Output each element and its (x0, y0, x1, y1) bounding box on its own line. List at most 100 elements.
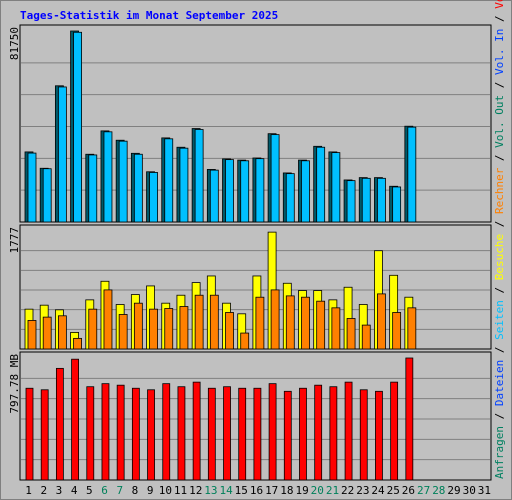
bar-dateien-day-21 (331, 152, 341, 223)
legend-entry: Dateien (493, 360, 506, 406)
chart-panels: 81750 1777 797.78 MB (8, 24, 492, 481)
bar-volumen-day-14 (223, 386, 231, 481)
panel-top: 81750 (8, 24, 492, 223)
x-tick-label: 11 (174, 484, 187, 497)
legend-entry: / (493, 9, 506, 29)
bar-dateien-day-2 (42, 168, 52, 223)
bar-besuche-day-13 (209, 294, 219, 350)
x-tick-label: 28 (432, 484, 445, 497)
x-tick-label: 26 (402, 484, 415, 497)
legend-entry: / (493, 280, 506, 300)
x-tick-label: 4 (71, 484, 78, 497)
bar-dateien-day-17 (270, 134, 280, 223)
chart-title: Tages-Statistik im Monat September 2025 (20, 9, 278, 22)
x-tick-label: 21 (326, 484, 339, 497)
bar-volumen-day-15 (238, 387, 247, 481)
x-tick-label: 7 (116, 484, 123, 497)
x-tick-label: 17 (265, 484, 278, 497)
legend-entry: Volumen (493, 0, 506, 9)
bar-besuche-day-3 (57, 315, 67, 350)
bar-dateien-day-6 (103, 131, 113, 223)
bar-dateien-day-19 (301, 160, 310, 223)
x-tick-label: 6 (101, 484, 108, 497)
bar-dateien-day-14 (225, 159, 234, 223)
bar-besuche-day-22 (346, 318, 356, 350)
bar-besuche-day-25 (392, 312, 402, 350)
legend-entry: / (493, 75, 506, 95)
bar-besuche-day-20 (316, 300, 326, 350)
x-tick-label: 16 (250, 484, 263, 497)
legend-entry: / (493, 406, 506, 426)
bar-besuche-day-23 (361, 324, 371, 350)
legend-entry: Seiten (493, 300, 506, 340)
x-tick-label: 5 (86, 484, 93, 497)
x-tick-label: 30 (463, 484, 476, 497)
bar-volumen-day-1 (25, 387, 34, 481)
bar-dateien-day-24 (377, 177, 386, 223)
x-tick-label: 10 (159, 484, 172, 497)
bar-besuche-day-10 (164, 308, 174, 350)
bar-dateien-day-3 (57, 86, 67, 223)
bar-dateien-day-23 (361, 177, 371, 223)
panel-middle: 1777 (8, 224, 492, 350)
bar-besuche-day-21 (331, 307, 341, 350)
x-tick-label: 1 (25, 484, 32, 497)
bar-besuche-day-11 (179, 306, 189, 350)
x-tick-label: 27 (417, 484, 430, 497)
legend-entry: Anfragen (493, 426, 506, 479)
x-tick-label: 18 (280, 484, 293, 497)
panel-bottom: 797.78 MB (8, 351, 492, 481)
bar-volumen-day-9 (147, 389, 155, 481)
bar-dateien-day-11 (179, 147, 189, 223)
bar-dateien-day-7 (118, 140, 128, 223)
bar-volumen-day-6 (101, 383, 110, 481)
bar-besuche-day-1 (27, 320, 37, 350)
x-tick-label: 15 (235, 484, 248, 497)
x-tick-label: 22 (341, 484, 354, 497)
bar-besuche-day-18 (285, 295, 295, 350)
bar-dateien-day-5 (88, 154, 98, 223)
bar-volumen-day-26 (405, 357, 414, 481)
bar-besuche-day-4 (73, 337, 82, 350)
bar-volumen-day-11 (177, 386, 186, 481)
bar-volumen-day-13 (207, 387, 216, 481)
bar-besuche-day-17 (270, 289, 280, 350)
bar-dateien-day-10 (164, 138, 174, 223)
bar-dateien-day-18 (285, 173, 295, 223)
bar-volumen-day-19 (299, 387, 307, 481)
bar-dateien-day-1 (27, 152, 37, 223)
legend-entry: Besuche (493, 234, 506, 280)
legend-entry: / (493, 214, 506, 234)
bar-dateien-day-25 (392, 186, 402, 223)
bar-dateien-day-8 (133, 153, 143, 223)
bar-volumen-day-5 (86, 386, 95, 481)
bar-volumen-day-23 (359, 389, 368, 481)
bar-volumen-day-2 (40, 389, 49, 481)
bar-volumen-day-18 (283, 390, 292, 481)
bar-besuche-day-7 (118, 314, 128, 350)
bar-dateien-day-12 (194, 129, 204, 223)
legend-entry: / (493, 340, 506, 360)
bar-besuche-day-26 (407, 307, 417, 350)
bar-volumen-day-16 (253, 387, 262, 481)
bar-volumen-day-20 (314, 384, 323, 481)
x-tick-label: 23 (356, 484, 369, 497)
x-tick-label: 20 (311, 484, 324, 497)
bar-volumen-day-24 (375, 390, 383, 481)
x-tick-label: 2 (40, 484, 47, 497)
bar-dateien-day-9 (149, 172, 158, 223)
bar-besuche-day-6 (103, 289, 113, 350)
x-tick-label: 13 (204, 484, 217, 497)
y-max-label: 81750 (8, 27, 21, 60)
legend-entry: Vol. Out (493, 95, 506, 148)
bar-besuche-day-2 (42, 316, 52, 350)
bar-volumen-day-21 (329, 386, 338, 481)
x-tick-label: 31 (478, 484, 491, 497)
bar-volumen-day-12 (192, 381, 201, 481)
x-tick-label: 9 (147, 484, 154, 497)
bar-besuche-day-9 (149, 308, 158, 350)
bar-dateien-day-13 (209, 169, 219, 223)
bar-dateien-day-15 (240, 160, 250, 223)
bar-volumen-day-7 (116, 384, 125, 481)
x-tick-label: 19 (295, 484, 308, 497)
